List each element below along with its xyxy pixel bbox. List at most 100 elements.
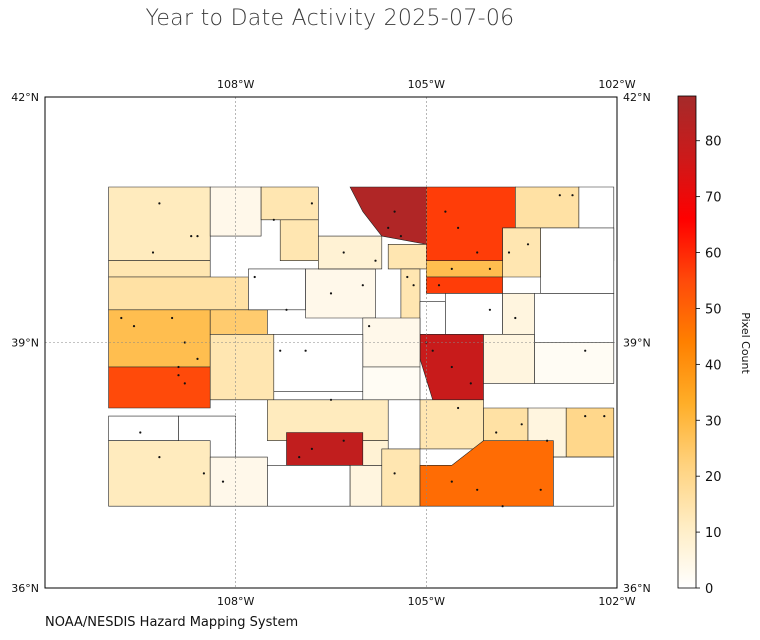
county-polygon [108, 260, 211, 278]
fire-point [196, 357, 199, 360]
fire-point [450, 267, 453, 270]
county-polygon [108, 415, 179, 442]
credit-text: NOAA/NESDIS Hazard Mapping System [45, 615, 299, 630]
fire-point [151, 251, 155, 254]
fire-point [603, 415, 606, 418]
fire-point [526, 243, 530, 246]
county-polygon [565, 407, 615, 458]
fire-point [368, 325, 371, 328]
fire-point [476, 251, 479, 254]
fire-point [514, 316, 517, 320]
colorbar-tick-label: 10 [705, 526, 722, 541]
lat-tick-label-left: 39°N [11, 337, 39, 350]
fire-point [196, 235, 199, 238]
fire-point [310, 447, 313, 450]
fire-point [571, 194, 574, 197]
fire-point [399, 235, 402, 238]
colorbar-tick-label: 50 [705, 302, 722, 317]
fire-point [387, 226, 390, 229]
fire-point [190, 235, 193, 238]
lat-tick-label-left: 42°N [11, 91, 39, 104]
colorbar-tick-label: 0 [705, 582, 713, 597]
fire-point [139, 431, 142, 434]
fire-point [469, 382, 472, 385]
fire-point [342, 251, 345, 254]
county-polygon [425, 276, 503, 294]
fire-point [171, 316, 174, 320]
fire-point [431, 349, 434, 352]
fire-point [501, 505, 504, 508]
county-polygon [540, 227, 615, 294]
fire-point [457, 226, 460, 229]
county-polygon [425, 260, 503, 278]
county-polygon [305, 268, 376, 319]
fire-point [539, 488, 542, 491]
fire-point [507, 251, 511, 254]
fire-point [495, 431, 498, 434]
county-polygon [553, 456, 615, 507]
fire-point [342, 439, 345, 442]
lon-tick-label-top: 105°W [408, 78, 445, 91]
fire-points-layer [120, 194, 606, 508]
county-polygon [400, 268, 421, 327]
colorbar-tick-label: 30 [705, 414, 722, 429]
county-polygon [362, 366, 421, 401]
county-polygon [260, 186, 319, 221]
fire-point [437, 284, 441, 287]
page-title: Year to Date Activity 2025-07-06 [145, 6, 515, 31]
fire-point [221, 480, 225, 483]
county-polygon [209, 456, 268, 507]
lon-tick-label-bottom: 108°W [217, 595, 254, 608]
county-polygon [534, 342, 615, 384]
county-polygon [317, 235, 383, 270]
lon-tick-label-top: 102°W [598, 78, 635, 91]
fire-point [253, 275, 256, 279]
county-polygon [209, 309, 268, 335]
counties-layer [108, 186, 615, 507]
county-polygon [387, 244, 427, 270]
fire-point [329, 292, 333, 295]
fire-point [450, 365, 453, 369]
lat-tick-label-right: 39°N [623, 337, 651, 350]
county-polygon [108, 186, 211, 262]
fire-point [279, 349, 282, 352]
colorbar-label: Pixel Count [739, 312, 752, 374]
fire-point [488, 308, 491, 311]
colorbar-tick-label: 60 [705, 247, 722, 262]
county-polygon [108, 276, 249, 311]
county-polygon [267, 464, 351, 507]
colorbar-tick-label: 80 [705, 135, 722, 150]
fire-point [412, 284, 415, 287]
fire-point [202, 472, 205, 475]
fire-point [393, 472, 396, 475]
county-polygon [445, 293, 503, 335]
county-polygon [483, 333, 535, 384]
fire-point [177, 374, 180, 377]
county-polygon [273, 333, 364, 392]
fire-point [132, 325, 136, 328]
fire-point [183, 341, 186, 344]
fire-point [298, 456, 301, 459]
county-polygon [108, 440, 211, 507]
colorbar [677, 95, 697, 589]
fire-point [272, 218, 275, 221]
fire-point [177, 365, 180, 369]
colorbar-tick-label: 20 [705, 470, 722, 485]
fire-point [393, 210, 396, 213]
fire-point [183, 382, 186, 385]
county-polygon [425, 186, 516, 270]
fire-point [361, 284, 364, 287]
county-polygon [108, 366, 211, 409]
lat-tick-label-right: 36°N [623, 582, 651, 595]
county-polygon [286, 432, 364, 466]
county-polygon [108, 309, 211, 368]
fire-point [406, 275, 409, 279]
county-polygon [362, 317, 421, 368]
colorbar-ticks: 0 10 20 30 40 50 60 70 80 [696, 135, 722, 597]
lat-tick-label-right: 42°N [623, 91, 651, 104]
county-polygon [209, 333, 275, 401]
lon-tick-label-bottom: 105°W [408, 595, 445, 608]
fire-point [444, 210, 447, 213]
fire-point [457, 406, 460, 410]
